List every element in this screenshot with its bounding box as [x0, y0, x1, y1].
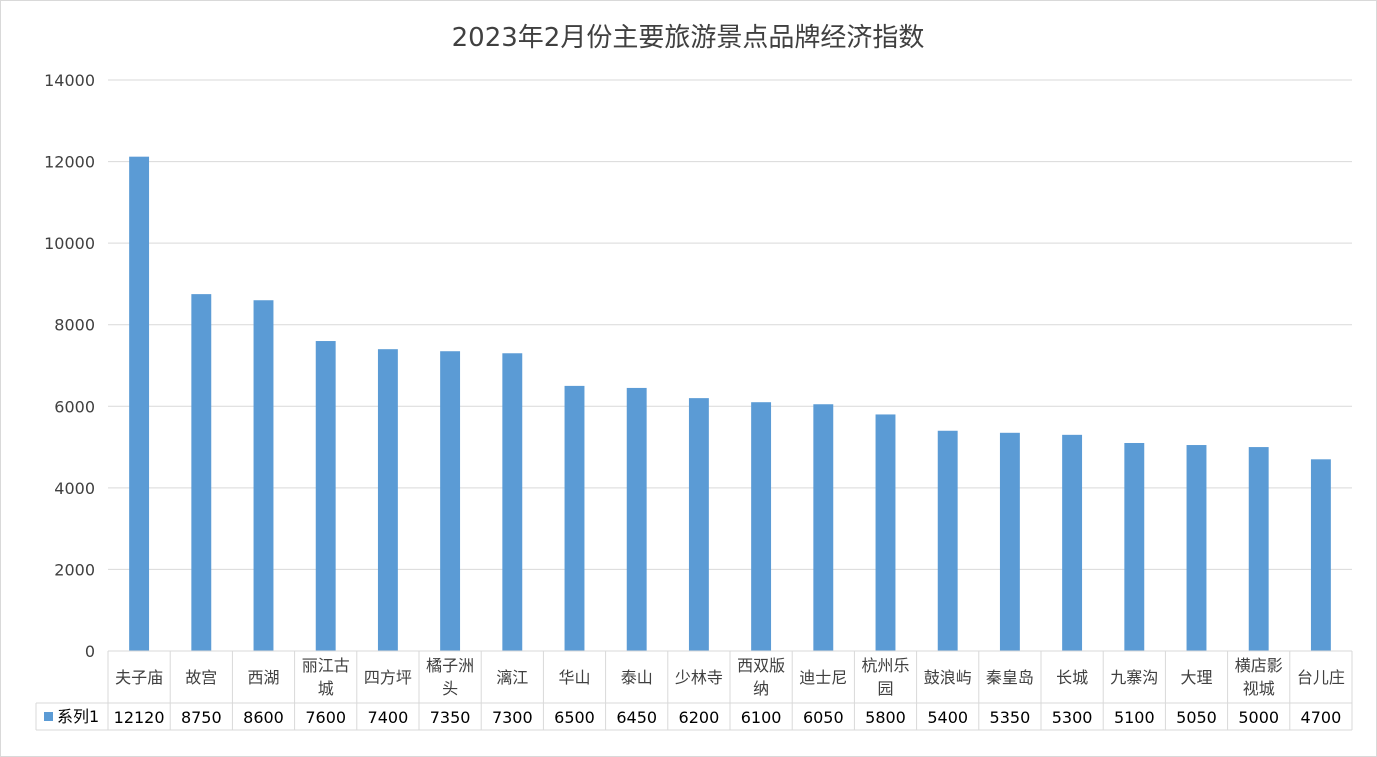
y-tick-label: 0 [85, 642, 95, 661]
category-label: 漓江 [496, 668, 528, 687]
bar [1062, 434, 1083, 651]
category-label: 杭州乐 [861, 656, 909, 675]
bar [937, 430, 958, 651]
bar [688, 398, 709, 651]
category-label: 西湖 [247, 668, 279, 687]
data-label: 12120 [114, 708, 165, 727]
category-label: 头 [442, 679, 458, 698]
bar [626, 387, 647, 651]
y-tick-label: 14000 [44, 71, 95, 90]
bar [1310, 459, 1331, 651]
category-label: 迪士尼 [799, 668, 847, 687]
data-label: 7400 [368, 708, 409, 727]
legend-label: 系列1 [57, 707, 99, 726]
category-label: 四方坪 [364, 668, 412, 687]
category-label: 园 [877, 679, 893, 698]
data-label: 7350 [430, 708, 471, 727]
bars [129, 156, 1331, 652]
category-label: 故宫 [185, 668, 217, 687]
category-label: 长城 [1056, 668, 1088, 687]
category-label: 纳 [753, 679, 769, 698]
bar [999, 432, 1020, 651]
bar [191, 294, 212, 651]
category-label: 西双版 [737, 656, 785, 675]
data-label: 5350 [990, 708, 1031, 727]
category-label: 横店影 [1235, 656, 1283, 675]
y-tick-label: 4000 [54, 479, 95, 498]
bar [377, 349, 398, 651]
category-label: 少林寺 [675, 668, 723, 687]
bar [315, 341, 336, 651]
bar [129, 156, 150, 652]
bar [1248, 447, 1269, 651]
data-label: 5100 [1114, 708, 1155, 727]
data-label: 7600 [305, 708, 346, 727]
category-label: 泰山 [621, 668, 653, 687]
bar [440, 351, 461, 651]
category-label: 城 [318, 679, 334, 698]
legend-swatch [44, 712, 53, 721]
data-label: 5400 [927, 708, 968, 727]
data-label: 8750 [181, 708, 222, 727]
data-label: 6450 [616, 708, 657, 727]
data-label: 4700 [1301, 708, 1342, 727]
bar [253, 300, 274, 651]
category-label: 华山 [558, 668, 590, 687]
data-label: 6100 [741, 708, 782, 727]
data-label: 6050 [803, 708, 844, 727]
data-label: 6500 [554, 708, 595, 727]
data-label: 5300 [1052, 708, 1093, 727]
data-label: 5000 [1238, 708, 1279, 727]
data-label: 5050 [1176, 708, 1217, 727]
category-label: 大理 [1180, 668, 1212, 687]
bar [564, 385, 585, 651]
bar [1124, 442, 1145, 651]
y-tick-label: 2000 [54, 560, 95, 579]
y-axis-ticks: 0 2000 4000 6000 8000 10000 12000 14000 [44, 71, 95, 661]
bar [1186, 445, 1207, 651]
category-label: 秦皇岛 [986, 668, 1034, 687]
category-label: 视城 [1243, 679, 1275, 698]
data-label: 5800 [865, 708, 906, 727]
category-label: 鼓浪屿 [924, 668, 972, 687]
chart-title: 2023年2月份主要旅游景点品牌经济指数 [452, 23, 925, 53]
data-label: 8600 [243, 708, 284, 727]
y-tick-label: 8000 [54, 316, 95, 335]
gridlines [108, 79, 1352, 570]
category-label: 丽江古 [302, 656, 350, 675]
bar [875, 414, 896, 651]
data-label: 7300 [492, 708, 533, 727]
y-tick-label: 6000 [54, 397, 95, 416]
category-label: 橘子洲 [426, 656, 474, 675]
y-tick-label: 10000 [44, 234, 95, 253]
bar [751, 402, 772, 651]
category-label: 台儿庄 [1297, 668, 1345, 687]
category-label: 夫子庙 [115, 668, 163, 687]
bar [502, 353, 523, 651]
y-tick-label: 12000 [44, 153, 95, 172]
bar [813, 404, 834, 651]
category-label: 九寨沟 [1110, 668, 1158, 687]
data-label: 6200 [679, 708, 720, 727]
